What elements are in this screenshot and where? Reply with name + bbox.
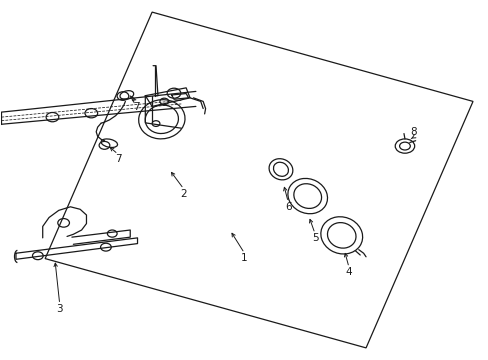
Text: 7: 7 — [133, 102, 140, 112]
Text: 5: 5 — [311, 233, 318, 243]
Text: 7: 7 — [115, 154, 121, 164]
Text: 2: 2 — [180, 189, 186, 199]
Text: 3: 3 — [56, 304, 63, 314]
Text: 6: 6 — [285, 202, 291, 212]
Text: 4: 4 — [345, 267, 352, 277]
Text: 8: 8 — [409, 127, 416, 138]
Text: 1: 1 — [241, 253, 247, 263]
